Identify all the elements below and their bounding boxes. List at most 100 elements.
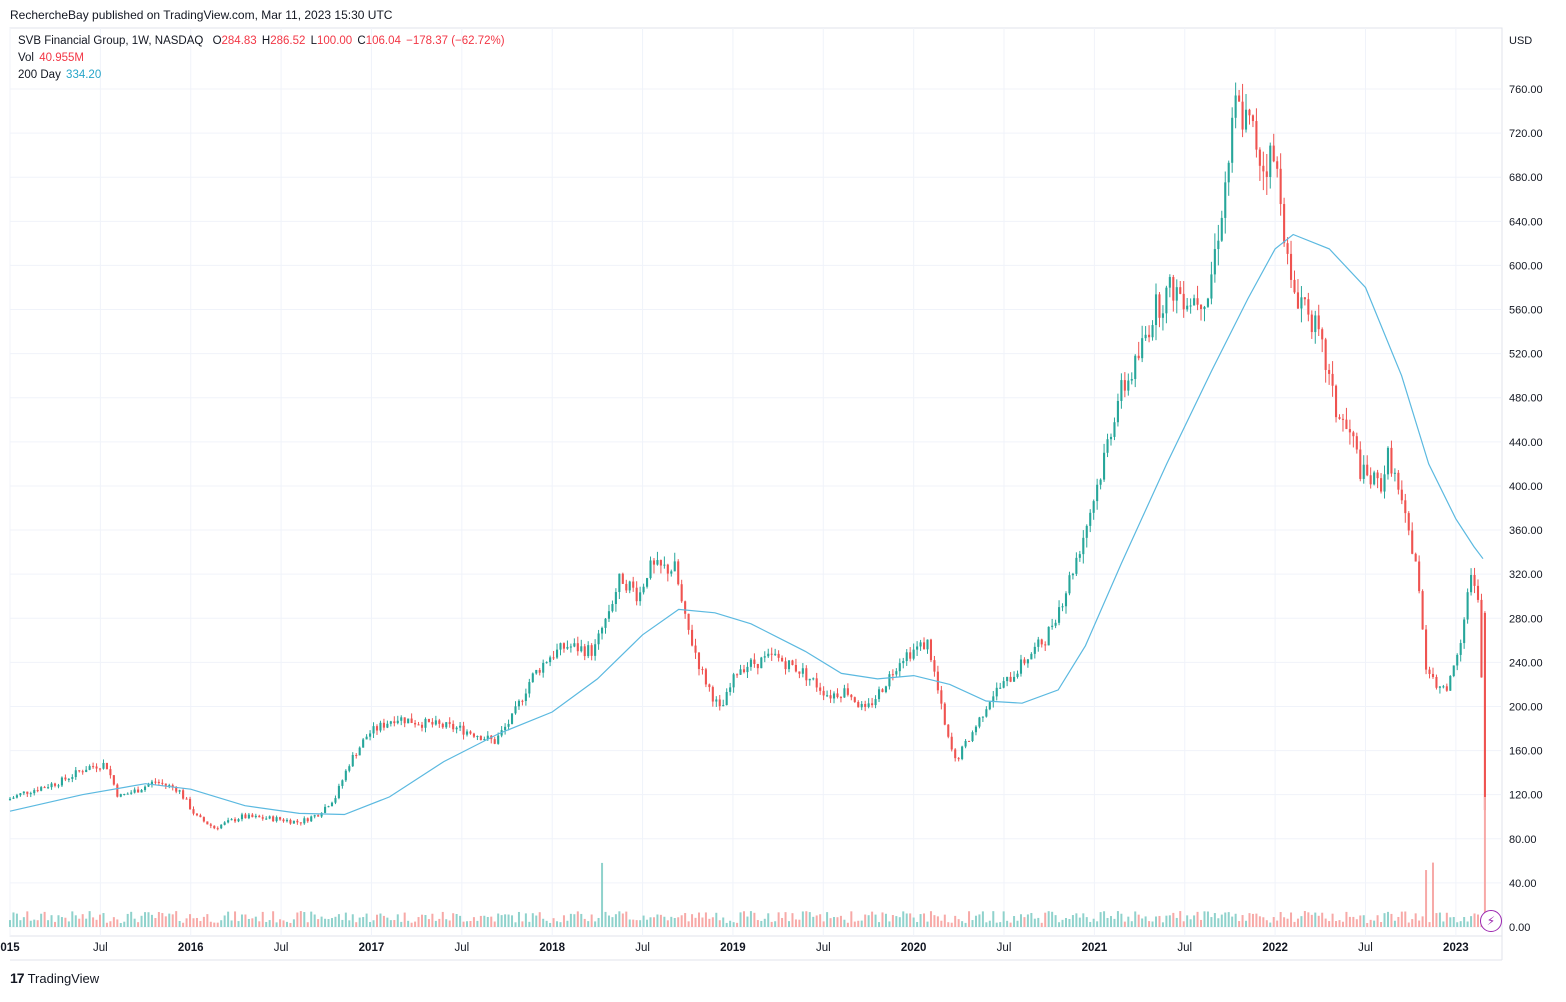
candle-body — [19, 793, 22, 796]
volume-bar — [677, 917, 680, 927]
volume-bar — [230, 920, 233, 927]
candle-body — [836, 693, 839, 698]
x-tick-label: Jul — [93, 942, 108, 954]
candle-body — [285, 819, 289, 822]
candle-body — [801, 668, 804, 674]
volume-bar — [95, 919, 98, 927]
candle-body — [919, 642, 922, 647]
candle-body — [746, 666, 749, 673]
volume-bar — [694, 917, 697, 927]
volume-bar — [898, 917, 901, 927]
volume-bar — [528, 921, 531, 927]
volume-bar — [213, 922, 216, 927]
volume-bar — [483, 915, 486, 927]
volume-bar — [725, 922, 728, 927]
volume-bar — [227, 911, 230, 927]
plot-frame — [9, 27, 1503, 937]
volume-bar — [569, 913, 572, 927]
candle-body — [822, 690, 825, 696]
volume-bar — [296, 912, 299, 927]
candle-body — [1407, 513, 1410, 531]
candle-body — [974, 726, 978, 733]
volume-bar — [1151, 921, 1154, 927]
volume-bar — [1103, 911, 1106, 927]
candle-body — [1134, 355, 1137, 380]
volume-bar — [517, 911, 520, 927]
volume-bar — [507, 914, 510, 927]
volume-bar — [659, 914, 662, 927]
candle-body — [1331, 373, 1334, 386]
candle-body — [85, 769, 88, 773]
candle-body — [999, 687, 1002, 689]
volume-bar — [414, 921, 417, 927]
candle-body — [195, 813, 199, 816]
candle-body — [1386, 447, 1390, 475]
volume-bar — [150, 914, 153, 927]
volume-bar — [1224, 912, 1227, 927]
ma-legend: 200 Day 334.20 — [18, 69, 103, 81]
volume-bar — [867, 915, 870, 927]
candle-body — [230, 819, 233, 821]
currency-label: USD — [1509, 35, 1532, 47]
volume-bar — [175, 911, 178, 927]
candle-body — [767, 653, 770, 657]
candle-body — [1009, 676, 1012, 682]
candle-body — [459, 725, 462, 728]
volume-bar — [691, 914, 694, 927]
candle-body — [1428, 669, 1431, 674]
volume-bar — [50, 915, 53, 927]
tradingview-logo[interactable]: 17 TradingView — [10, 970, 99, 986]
candle-body — [53, 783, 57, 786]
candle-body — [871, 703, 874, 706]
volume-bar — [185, 918, 188, 927]
volume-bar — [594, 921, 597, 927]
volume-bar — [410, 922, 413, 927]
volume-bar — [587, 921, 590, 927]
volume-bar — [1127, 916, 1130, 927]
tv-logo-icon: 17 — [10, 970, 25, 986]
volume-bar — [92, 917, 95, 927]
candle-body — [621, 573, 624, 584]
volume-bar — [389, 920, 392, 927]
candle-body — [251, 814, 254, 818]
volume-bar — [961, 921, 964, 927]
candle-body — [926, 639, 929, 650]
volume-bar — [268, 920, 271, 927]
candle-body — [995, 687, 998, 697]
candle-body — [1120, 380, 1123, 401]
y-tick-label: 0.00 — [1509, 922, 1530, 934]
lightning-icon[interactable]: ⚡ — [1480, 910, 1502, 932]
candle-body — [739, 669, 742, 675]
candle-body — [1033, 646, 1036, 654]
candle-body — [1096, 484, 1099, 502]
volume-bar — [1116, 911, 1119, 927]
candle-body — [50, 783, 53, 788]
volume-bar — [864, 914, 867, 927]
volume-bar — [306, 922, 309, 927]
volume-bar — [1428, 922, 1431, 927]
volume-bar — [396, 914, 399, 927]
volume-bar — [607, 915, 610, 927]
volume-bar — [788, 921, 791, 927]
candle-body — [168, 785, 171, 787]
candle-body — [1411, 530, 1414, 554]
volume-bar — [556, 921, 559, 927]
volume-bar — [639, 920, 642, 927]
candle-body — [247, 814, 250, 819]
candle-body — [8, 798, 12, 801]
candle-body — [787, 660, 791, 670]
candle-body — [1068, 575, 1071, 594]
volume-bar — [545, 920, 548, 927]
volume-bar — [469, 921, 472, 927]
candle-body — [1283, 204, 1286, 244]
volume-bar — [1061, 919, 1064, 927]
candle-body — [701, 669, 704, 671]
volume-bar — [421, 914, 424, 927]
candle-body — [393, 721, 396, 724]
volume-bar — [1054, 915, 1057, 927]
candle-body — [691, 629, 694, 646]
x-tick-label: 2021 — [1082, 942, 1108, 954]
volume-bar — [839, 915, 842, 927]
